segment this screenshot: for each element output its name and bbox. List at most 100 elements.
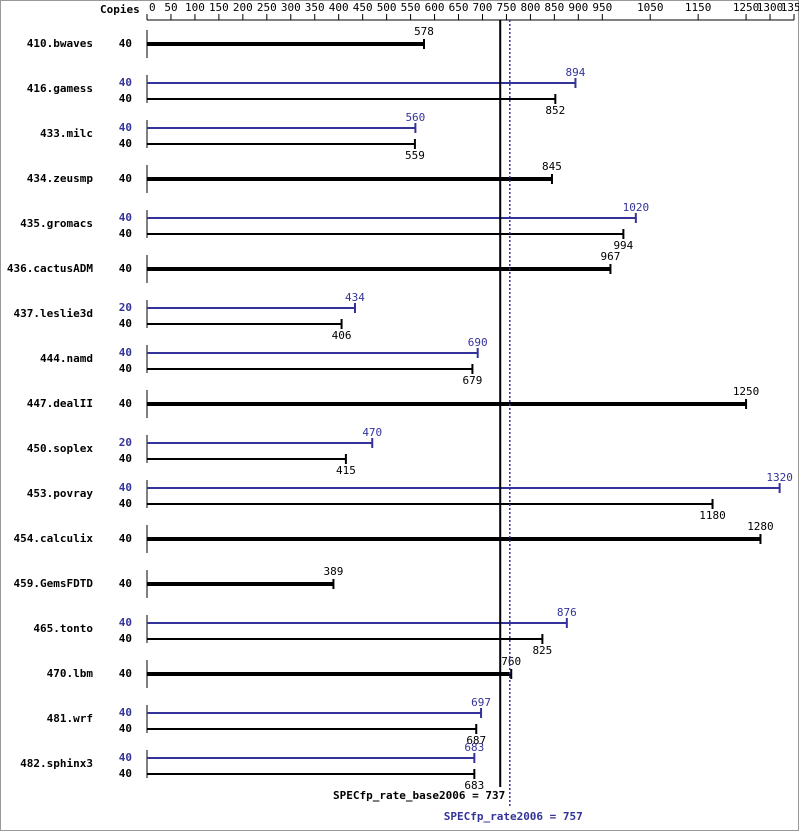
x-tick-label: 750: [497, 1, 517, 14]
value-label: 434: [345, 291, 365, 304]
copies-label: 40: [119, 532, 132, 545]
x-tick-label: 150: [209, 1, 229, 14]
x-tick-label: 900: [568, 1, 588, 14]
benchmark-label: 454.calculix: [14, 532, 94, 545]
x-tick-label: 400: [329, 1, 349, 14]
value-label: 967: [601, 250, 621, 263]
value-label: 415: [336, 464, 356, 477]
x-tick-label: 650: [449, 1, 469, 14]
x-tick-label: 1250: [733, 1, 760, 14]
copies-label: 20: [119, 436, 132, 449]
value-label: 825: [532, 644, 552, 657]
copies-label: 20: [119, 301, 132, 314]
x-tick-label: 450: [353, 1, 373, 14]
benchmark-label: 459.GemsFDTD: [14, 577, 94, 590]
x-tick-label: 800: [520, 1, 540, 14]
value-label: 760: [501, 655, 521, 668]
copies-label: 40: [119, 767, 132, 780]
benchmark-label: 453.povray: [27, 487, 94, 500]
value-label: 406: [332, 329, 352, 342]
x-tick-label: 1350: [781, 1, 799, 14]
copies-label: 40: [119, 632, 132, 645]
benchmark-label: 434.zeusmp: [27, 172, 94, 185]
x-tick-label: 500: [377, 1, 397, 14]
benchmark-label: 435.gromacs: [20, 217, 93, 230]
copies-label: 40: [119, 397, 132, 410]
value-label: 1320: [766, 471, 793, 484]
value-label: 679: [462, 374, 482, 387]
copies-label: 40: [119, 751, 132, 764]
value-label: 683: [464, 741, 484, 754]
copies-label: 40: [119, 577, 132, 590]
copies-label: 40: [119, 722, 132, 735]
copies-label: 40: [119, 362, 132, 375]
x-tick-label: 300: [281, 1, 301, 14]
x-tick-label: 0: [149, 1, 156, 14]
x-tick-label: 1300: [757, 1, 784, 14]
benchmark-label: 444.namd: [40, 352, 93, 365]
benchmark-label: 416.gamess: [27, 82, 93, 95]
value-label: 1020: [623, 201, 650, 214]
value-label: 697: [471, 696, 491, 709]
x-tick-label: 100: [185, 1, 205, 14]
value-label: 683: [464, 779, 484, 792]
value-label: 1250: [733, 385, 760, 398]
copies-label: 40: [119, 227, 132, 240]
benchmark-label: 450.soplex: [27, 442, 94, 455]
x-tick-label: 1150: [685, 1, 712, 14]
copies-label: 40: [119, 76, 132, 89]
copies-header: Copies: [100, 3, 140, 16]
reference-label: SPECfp_rate_base2006 = 737: [333, 789, 505, 802]
copies-label: 40: [119, 121, 132, 134]
x-tick-label: 850: [544, 1, 564, 14]
copies-label: 40: [119, 211, 132, 224]
value-label: 845: [542, 160, 562, 173]
value-label: 1280: [747, 520, 774, 533]
benchmark-label: 436.cactusADM: [7, 262, 93, 275]
copies-label: 40: [119, 92, 132, 105]
copies-label: 40: [119, 616, 132, 629]
benchmark-label: 437.leslie3d: [14, 307, 93, 320]
x-tick-label: 700: [473, 1, 493, 14]
benchmark-label: 410.bwaves: [27, 37, 93, 50]
reference-label: SPECfp_rate2006 = 757: [444, 810, 583, 823]
benchmark-label: 481.wrf: [47, 712, 93, 725]
copies-label: 40: [119, 452, 132, 465]
benchmark-label: 447.dealII: [27, 397, 93, 410]
copies-label: 40: [119, 667, 132, 680]
benchmark-label: 482.sphinx3: [20, 757, 93, 770]
copies-label: 40: [119, 172, 132, 185]
benchmark-label: 465.tonto: [33, 622, 93, 635]
x-tick-label: 950: [592, 1, 612, 14]
value-label: 687: [466, 734, 486, 747]
copies-label: 40: [119, 137, 132, 150]
copies-label: 40: [119, 346, 132, 359]
value-label: 389: [323, 565, 343, 578]
copies-label: 40: [119, 706, 132, 719]
value-label: 578: [414, 25, 434, 38]
x-tick-label: 250: [257, 1, 277, 14]
copies-label: 40: [119, 481, 132, 494]
value-label: 852: [545, 104, 565, 117]
benchmark-label: 470.lbm: [47, 667, 94, 680]
value-label: 994: [613, 239, 633, 252]
value-label: 894: [566, 66, 586, 79]
copies-label: 40: [119, 37, 132, 50]
value-label: 690: [468, 336, 488, 349]
x-tick-label: 350: [305, 1, 325, 14]
copies-label: 40: [119, 317, 132, 330]
value-label: 876: [557, 606, 577, 619]
x-tick-label: 50: [164, 1, 177, 14]
x-tick-label: 600: [425, 1, 445, 14]
copies-label: 40: [119, 497, 132, 510]
value-label: 559: [405, 149, 425, 162]
value-label: 470: [362, 426, 382, 439]
x-tick-label: 1050: [637, 1, 664, 14]
value-label: 1180: [699, 509, 726, 522]
copies-label: 40: [119, 262, 132, 275]
x-tick-label: 550: [401, 1, 421, 14]
x-tick-label: 200: [233, 1, 253, 14]
value-label: 560: [405, 111, 425, 124]
